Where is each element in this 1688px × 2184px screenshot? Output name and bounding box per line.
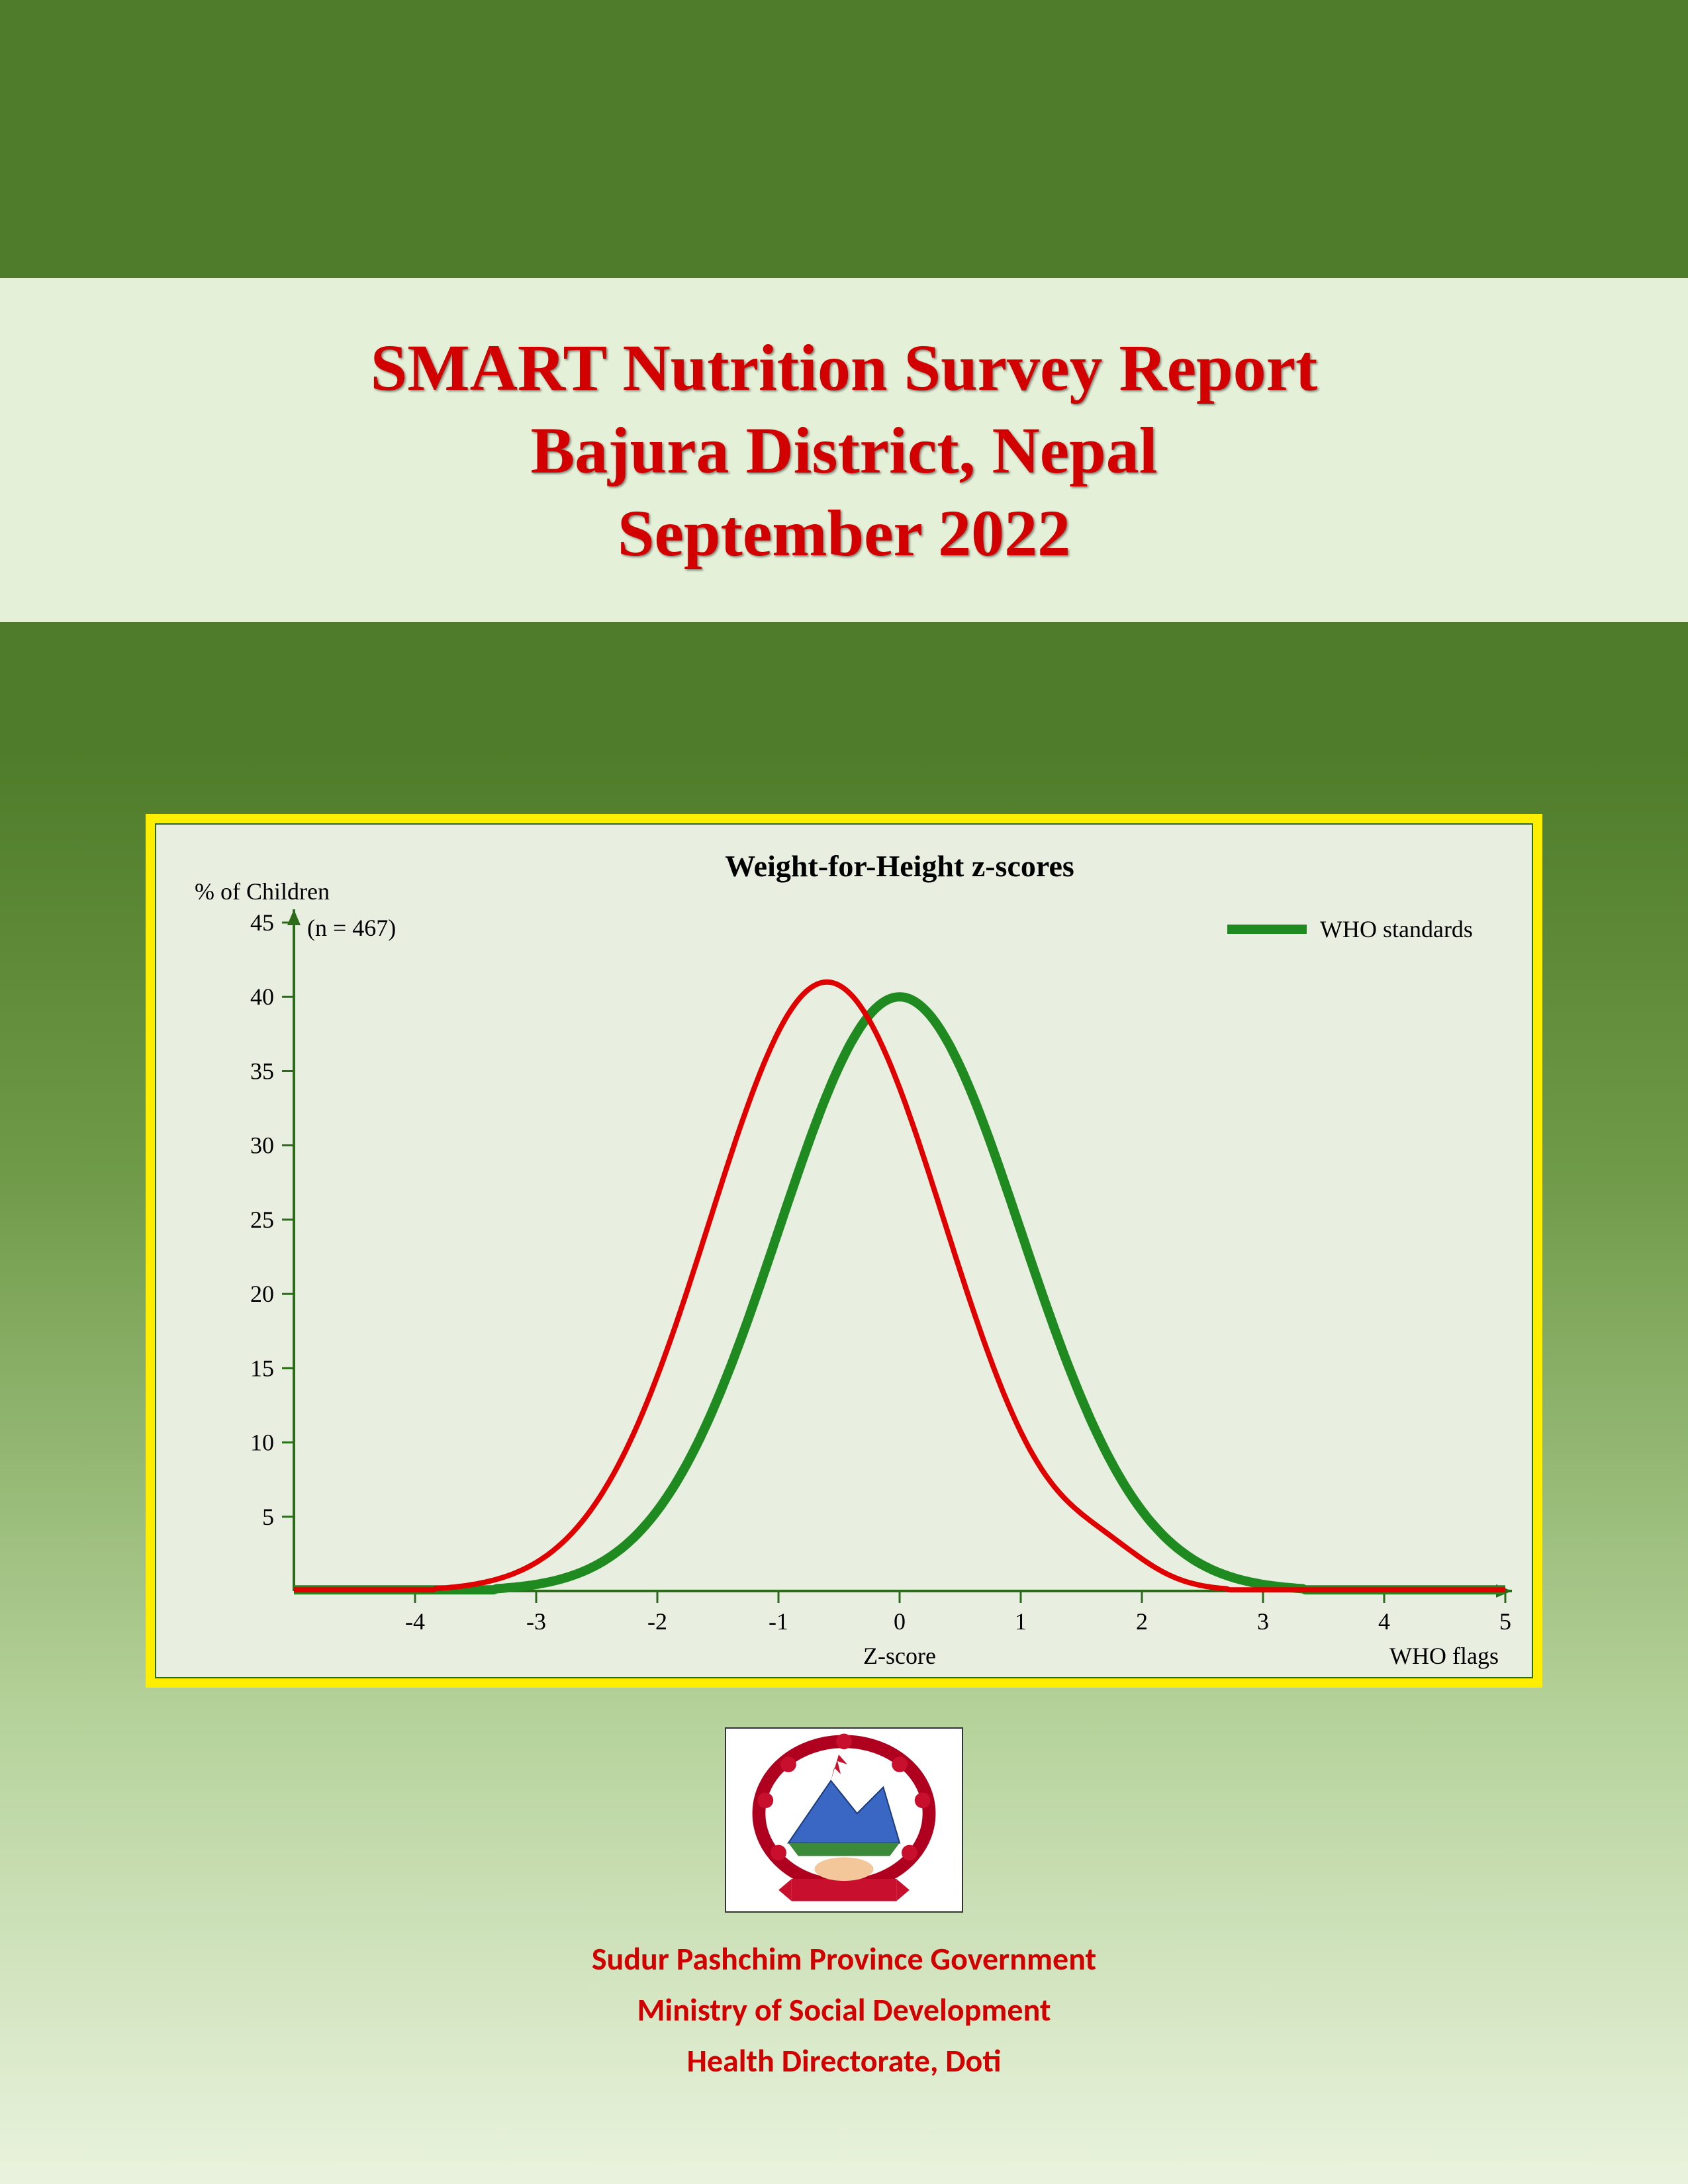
zscore-chart: Weight-for-Height z-scores % of Children (… [155,823,1533,1678]
footer-line-2: Ministry of Social Development [637,1990,1051,2029]
svg-text:WHO flags: WHO flags [1389,1643,1499,1669]
title-line-3: September 2022 [618,495,1070,571]
svg-text:-2: -2 [647,1608,667,1635]
svg-text:-4: -4 [405,1608,425,1635]
footer-text: Sudur Pashchim Province Government Minis… [0,1939,1688,2080]
svg-text:25: 25 [250,1206,274,1233]
title-line-2: Bajura District, Nepal [530,412,1157,488]
svg-text:15: 15 [250,1355,274,1381]
footer-line-3: Health Directorate, Doti [687,2041,1002,2080]
title-block: SMART Nutrition Survey Report Bajura Dis… [0,278,1688,622]
svg-text:(n = 467): (n = 467) [307,915,396,941]
svg-text:5: 5 [1499,1608,1511,1635]
svg-text:-1: -1 [769,1608,788,1635]
svg-text:WHO standards: WHO standards [1320,916,1473,942]
svg-text:5: 5 [262,1504,274,1530]
top-band [0,0,1688,278]
svg-text:3: 3 [1257,1608,1269,1635]
svg-text:35: 35 [250,1058,274,1084]
svg-text:% of Children: % of Children [195,878,330,905]
svg-text:40: 40 [250,983,274,1010]
chart-frame: Weight-for-Height z-scores % of Children (… [146,814,1542,1688]
svg-text:Weight-for-Height z-scores: Weight-for-Height z-scores [725,849,1074,883]
svg-text:20: 20 [250,1281,274,1307]
svg-text:45: 45 [250,909,274,936]
svg-text:2: 2 [1136,1608,1148,1635]
svg-text:30: 30 [250,1132,274,1159]
svg-text:1: 1 [1015,1608,1027,1635]
svg-text:Z-score: Z-score [863,1643,936,1669]
svg-text:-3: -3 [526,1608,546,1635]
svg-text:0: 0 [894,1608,906,1635]
title-line-1: SMART Nutrition Survey Report [371,330,1318,406]
emblem-icon [726,1727,962,1913]
svg-text:4: 4 [1378,1608,1390,1635]
government-emblem [725,1727,963,1913]
svg-text:10: 10 [250,1430,274,1456]
footer-line-1: Sudur Pashchim Province Government [592,1939,1096,1978]
